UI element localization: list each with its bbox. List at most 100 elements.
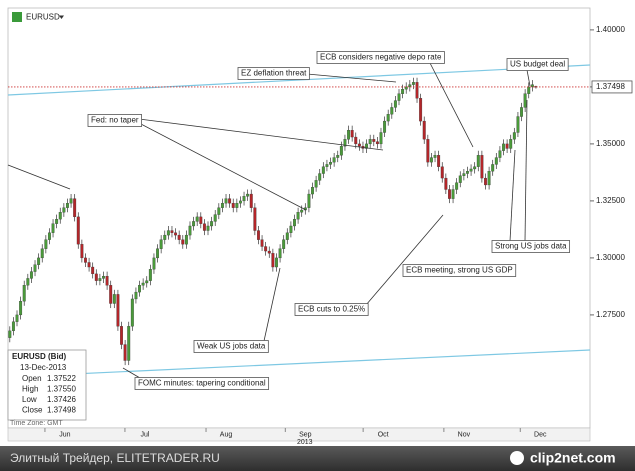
candle-body [66,203,69,208]
candle-body [166,230,170,236]
candle-body [332,157,336,163]
candle-body [404,86,408,90]
candle-body [448,189,451,199]
candle-body [357,143,361,147]
candle-body [264,246,268,252]
candle-body [339,146,343,156]
candle-body [29,271,33,279]
candle-body [307,193,311,208]
symbol-icon[interactable] [12,12,22,22]
candle-body [397,93,401,101]
x-tick-label: Nov [458,431,471,438]
x-tick-label: Aug [220,431,233,438]
candle-body [296,212,300,220]
candle-body [368,139,372,145]
x-tick-label: Jun [59,431,70,438]
candle-body [502,143,505,151]
candle-body [152,257,156,270]
info-row-value: 1.37426 [47,395,76,404]
candle-body [476,155,480,167]
footer-logo[interactable]: clip2net.com [530,450,616,466]
candle-body [181,239,185,245]
candle-body [130,298,134,327]
candle-body [487,171,491,186]
candle-body [458,175,462,183]
candle-body [15,314,19,322]
candle-body [76,216,80,245]
symbol-dropdown[interactable] [59,15,64,20]
candle-body [98,278,102,281]
candle-body [73,198,77,218]
candle-body [440,166,444,179]
annotation-text: Weak US jobs data [197,342,266,351]
candle-body [282,239,286,249]
candle-body [58,212,62,220]
candle-body [523,93,527,108]
logo-icon [510,451,524,465]
candle-body [278,248,282,259]
last-price-tag [591,80,633,94]
candle-body [473,166,477,170]
annotation-box [237,67,310,80]
info-row-value: 1.37498 [47,406,76,415]
candle-body [138,285,141,293]
candle-body [213,214,217,222]
candle-body [22,285,26,302]
candle-body [498,150,502,158]
candle-body [293,218,296,227]
candle-body [109,285,113,304]
candle-body [55,218,59,224]
candle-body [300,209,304,213]
annotation-text: ECB meeting, strong US GDP [406,266,513,275]
annotation-pointers [122,62,531,379]
info-row-value: 1.37522 [47,374,76,383]
candle-body [87,262,91,268]
candle-body [170,230,174,233]
candle-body [228,198,232,204]
candle-body [8,330,12,338]
candle-body [311,187,314,195]
annotation-box [316,51,445,64]
annotation-text: Fed: no taper [91,116,139,125]
candle-body [419,98,423,122]
candle-body [188,225,192,236]
annotation-text: ECB cuts to 0.25% [298,305,365,314]
candle-body [148,269,152,281]
candle-body [51,223,55,233]
candle-body [466,171,469,174]
y-tick-label: 1.27500 [596,310,625,319]
candle-body [336,155,340,158]
candle-body [267,250,271,254]
annotation-text: Strong US jobs data [495,242,567,251]
candle-body [365,143,369,149]
candle-body [426,139,430,163]
symbol-label[interactable]: EURUSD [26,13,60,22]
candle-body [383,120,387,133]
candle-body [484,177,487,186]
info-box: EURUSD (Bid) 13-Dec-2013 Open 1.37522 High… [7,349,87,421]
last-price-label: 1.37498 [596,82,625,91]
candle-body [433,155,437,158]
candle-body [62,207,66,213]
x-tick-label: Sep [299,431,312,438]
info-date: 13-Dec-2013 [20,363,67,372]
candle-body [192,221,196,227]
info-row-value: 1.37550 [47,385,76,394]
candle-body [505,143,509,149]
candle-body [451,189,455,199]
candle-body [40,248,44,259]
candle-body [145,280,149,284]
annotation-box [87,114,142,127]
candle-body [408,84,412,88]
candle-body [249,193,253,208]
candle-body [123,344,127,361]
candle-body [372,139,376,142]
candle-body [199,216,203,224]
candle-body [127,326,131,361]
candle-body [275,257,278,268]
candle-body [47,232,51,240]
candle-body [527,86,531,94]
candle-body [94,273,98,281]
candle-body [206,225,210,231]
annotation-box [402,264,517,277]
